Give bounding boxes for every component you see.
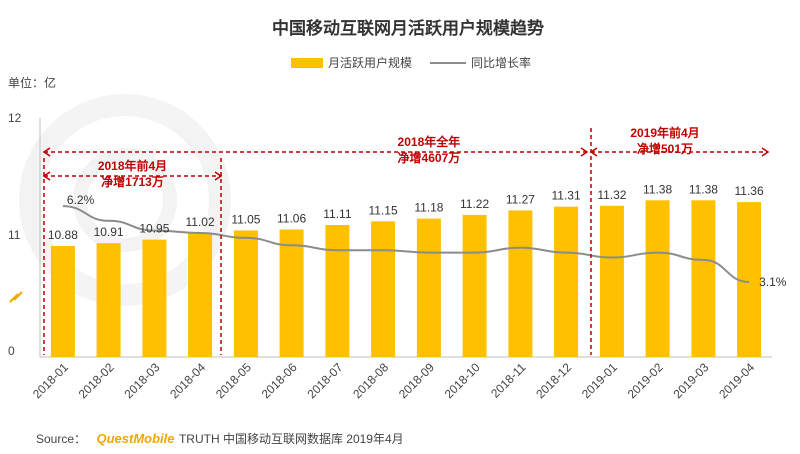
growth-value-label-2018-01: 6.2%: [67, 193, 95, 207]
bar-2018-11: [508, 210, 533, 357]
x-tick-label-2018-12: 2018-12: [533, 360, 574, 401]
bar-value-label-2018-02: 10.91: [94, 225, 124, 239]
data-labels: 10.88 10.91 10.95 11.02 11.05 11.06 11.11 11.15…: [48, 182, 764, 242]
source-prefix: Source：: [36, 432, 86, 446]
x-tick-label-2018-04: 2018-04: [167, 360, 208, 401]
bar-2019-04: [737, 202, 762, 357]
y-tick-label-11: 11: [8, 228, 21, 242]
growth-line-path: [62, 205, 750, 283]
bar-2018-08: [371, 221, 396, 357]
growth-value-label-2019-04: 3.1%: [759, 275, 787, 289]
bar-value-label-2019-03: 11.38: [689, 182, 718, 196]
source-suffix: TRUTH 中国移动互联网数据库 2019年4月: [179, 431, 404, 446]
bar-value-label-2019-04: 11.36: [735, 184, 764, 198]
legend-bar-swatch: [291, 58, 323, 68]
bar-2018-06: [279, 229, 304, 357]
bar-value-label-2018-10: 11.22: [460, 197, 489, 211]
annotation-2018-year-text-line-1: 2018年全年: [398, 134, 461, 149]
bars: [50, 200, 762, 357]
questmobile-watermark: [19, 94, 231, 306]
x-tick-label-2018-05: 2018-05: [213, 360, 254, 401]
annotation-2018-year-arrow-left: [42, 147, 51, 157]
annotation-2018-q-text-line-2: 净增1713万: [101, 174, 164, 189]
annotation-2018-q-arrow-left: [42, 171, 51, 181]
bar-value-label-2019-01: 11.32: [597, 188, 626, 202]
bar-2018-01: [50, 246, 75, 357]
bar-value-label-2018-05: 11.05: [231, 212, 260, 226]
x-tick-label-2018-02: 2018-02: [76, 360, 117, 401]
bar-value-label-2018-03: 10.95: [139, 222, 169, 236]
bar-2019-01: [599, 205, 624, 357]
y-tick-label-0: 0: [8, 344, 15, 358]
bar-2018-05: [233, 230, 258, 357]
bar-value-label-2018-11: 11.27: [506, 192, 535, 206]
x-tick-label-2018-07: 2018-07: [304, 360, 345, 401]
x-tick-label-2019-01: 2019-01: [579, 360, 620, 401]
annotation-2019-q-arrow-left: [589, 147, 598, 157]
bar-value-label-2018-12: 11.31: [552, 189, 581, 203]
bar-2018-07: [325, 225, 350, 357]
bar-value-label-2019-02: 11.38: [643, 182, 672, 196]
x-tick-label-2018-03: 2018-03: [121, 360, 162, 401]
x-tick-label-2018-08: 2018-08: [350, 360, 391, 401]
annotation-2019-q-text-line-2: 净增501万: [637, 141, 693, 156]
bar-2018-09: [416, 218, 441, 357]
bar-2018-04: [188, 233, 213, 357]
bar-2018-10: [462, 214, 487, 357]
annotation-2019-q-arrow-right: [761, 147, 770, 157]
source-line: Source： QuestMobile TRUTH 中国移动互联网数据库 201…: [36, 430, 404, 447]
bar-2018-12: [554, 206, 579, 357]
legend-line-label: 同比增长率: [471, 55, 531, 70]
x-tick-label-2018-11: 2018-11: [488, 360, 529, 401]
axis-break-icon: [9, 291, 23, 303]
bar-2019-03: [691, 200, 716, 357]
chart-title: 中国移动互联网月活跃用户规模趋势: [272, 18, 544, 38]
bar-value-label-2018-01: 10.88: [48, 228, 78, 242]
x-tick-label-2018-06: 2018-06: [259, 360, 300, 401]
annotation-2018-year-text-line-2: 净增4607万: [398, 150, 461, 165]
bar-2019-02: [645, 200, 670, 357]
annotation-2018-q-arrow-right: [214, 171, 223, 181]
bar-value-label-2018-06: 11.06: [277, 212, 306, 226]
growth-line: 6.2% 3.1%: [62, 193, 787, 289]
x-tick-labels: 2018-01 2018-02 2018-03 2018-04 2018-05 2018-…: [30, 360, 757, 401]
annotation-2019-q-text-line-1: 2019年前4月: [630, 125, 699, 140]
x-tick-label-2019-04: 2019-04: [716, 360, 757, 401]
x-tick-label-2018-01: 2018-01: [30, 360, 71, 401]
bar-value-label-2018-09: 11.18: [414, 201, 443, 215]
x-tick-label-2019-03: 2019-03: [670, 360, 711, 401]
x-tick-label-2019-02: 2019-02: [625, 360, 666, 401]
legend-bar-label: 月活跃用户规模: [328, 55, 412, 70]
annotation-2018-year-arrow-right: [580, 147, 589, 157]
x-tick-label-2018-10: 2018-10: [442, 360, 483, 401]
bar-value-label-2018-08: 11.15: [369, 203, 398, 217]
bar-2018-03: [142, 239, 167, 357]
bar-value-label-2018-04: 11.02: [186, 215, 215, 229]
bar-2018-02: [96, 243, 121, 357]
y-tick-label-12: 12: [8, 111, 22, 125]
bar-value-label-2018-07: 11.11: [323, 207, 352, 221]
annotation-2018-q-text-line-1: 2018年前4月: [98, 158, 167, 173]
legend: 月活跃用户规模 同比增长率: [291, 55, 531, 70]
x-tick-label-2018-09: 2018-09: [396, 360, 437, 401]
unit-label: 单位：亿: [8, 75, 56, 90]
source-brand: QuestMobile: [96, 431, 174, 446]
